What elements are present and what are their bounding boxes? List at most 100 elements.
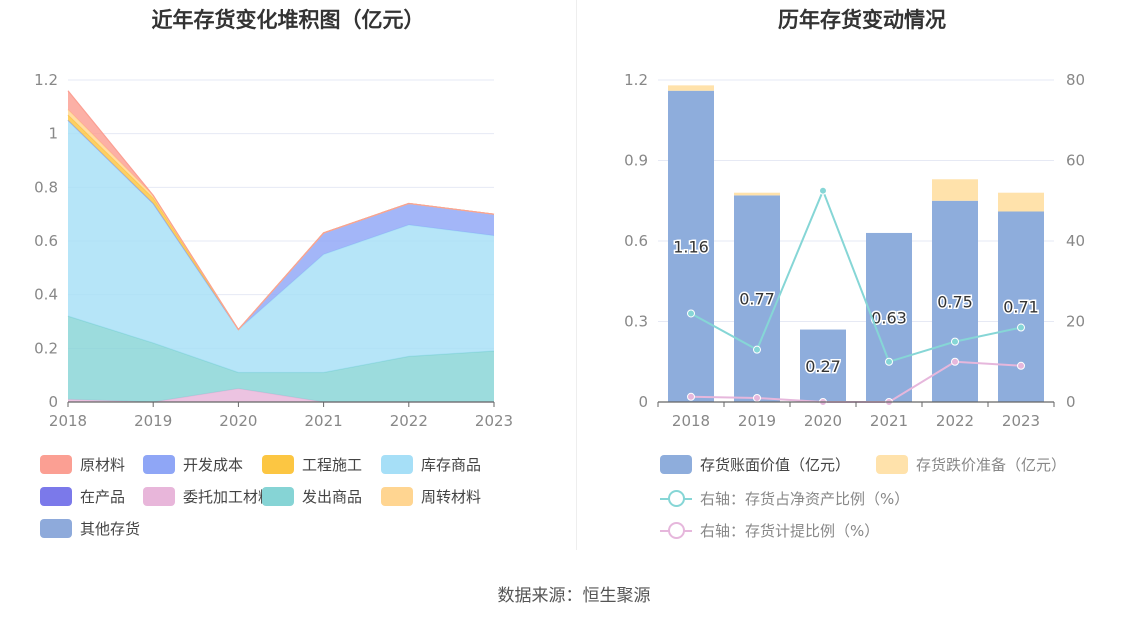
- y-tick-label: 0: [48, 393, 58, 411]
- bar-存货跌价准备（亿元）: [932, 179, 978, 201]
- stacked-area-chart: 0 0.2 0.4 0.6 0.8 1 1.2 2018 2019 2020 2021 2022 202…: [34, 71, 513, 430]
- legend-item[interactable]: 发出商品: [262, 486, 362, 507]
- line-point: [687, 392, 695, 401]
- legend-label: 周转材料: [421, 488, 482, 506]
- y2-tick-label: 20: [1066, 313, 1085, 331]
- y2-tick-label: 0: [1066, 393, 1076, 411]
- y2-tick-label: 80: [1066, 71, 1085, 89]
- bar-value-label: 0.71: [1003, 298, 1039, 317]
- line-point: [1017, 323, 1025, 332]
- legend-swatch: [143, 455, 175, 474]
- legend-item[interactable]: 原材料: [40, 454, 125, 475]
- legend-label: 原材料: [80, 456, 126, 474]
- line-point: [687, 309, 695, 318]
- legend-swatch: [876, 455, 908, 474]
- legend-swatch: [40, 519, 72, 538]
- bar-value-label: 0.75: [937, 292, 973, 311]
- y2-tick-label: 40: [1066, 232, 1085, 250]
- y-tick-label: 0.6: [624, 232, 648, 250]
- x-tick-label: 2018: [672, 412, 710, 430]
- legend-swatch: [40, 487, 72, 506]
- x-tick-label: 2022: [390, 412, 428, 430]
- legend-item[interactable]: 委托加工材料: [143, 486, 273, 507]
- legend-item[interactable]: 存货跌价准备（亿元）: [876, 454, 1066, 475]
- y-tick-label: 0.2: [34, 339, 58, 357]
- area-发出商品: [68, 316, 494, 402]
- y-tick-label: 0.8: [34, 178, 58, 196]
- x-tick-label: 2022: [936, 412, 974, 430]
- right-chart-title: 历年存货变动情况: [778, 8, 946, 32]
- legend-item[interactable]: 周转材料: [381, 486, 481, 507]
- y-tick-label: 1: [48, 125, 58, 143]
- legend-label: 工程施工: [302, 456, 363, 474]
- bar-value-label: 0.27: [805, 357, 841, 376]
- bar-存货账面价值（亿元）: [932, 200, 978, 402]
- x-tick-label: 2023: [1002, 412, 1040, 430]
- legend-label: 其他存货: [80, 520, 141, 538]
- x-tick-label: 2023: [475, 412, 513, 430]
- x-tick-label: 2021: [870, 412, 908, 430]
- bar-存货账面价值（亿元）: [998, 211, 1044, 402]
- data-source-label: 数据来源：恒生聚源: [497, 586, 651, 606]
- bar-存货跌价准备（亿元）: [998, 192, 1044, 212]
- line-右轴：存货占净资产比例（%）: [690, 187, 1022, 363]
- area-库存商品: [68, 120, 494, 373]
- bar-value-label: 0.63: [871, 308, 907, 327]
- legend-swatch: [381, 455, 413, 474]
- x-tick-label: 2018: [49, 412, 87, 430]
- legend-item[interactable]: 工程施工: [262, 454, 362, 475]
- line-point: [753, 345, 761, 354]
- legend-swatch: [660, 455, 692, 474]
- bar-line-chart: 0 0.3 0.6 0.9 1.2 0 20 40 60 80 1.16 0.77 0.27 0.63 0.…: [624, 71, 1085, 430]
- y2-tick-label: 60: [1066, 152, 1085, 170]
- legend-swatch: [262, 487, 294, 506]
- bar-存货账面价值（亿元）: [866, 232, 912, 402]
- y-tick-label: 0.6: [34, 232, 58, 250]
- line-point: [753, 393, 761, 402]
- x-tick-label: 2020: [804, 412, 842, 430]
- panel-divider: [576, 0, 577, 550]
- legend-label: 存货跌价准备（亿元）: [916, 456, 1067, 474]
- bar-存货账面价值（亿元）: [734, 195, 780, 402]
- left-chart-title: 近年存货变化堆积图（亿元）: [151, 8, 425, 32]
- legend-item[interactable]: 在产品: [40, 486, 125, 507]
- x-tick-label: 2019: [134, 412, 172, 430]
- line-point: [951, 337, 959, 346]
- legend-item[interactable]: 存货账面价值（亿元）: [660, 454, 850, 475]
- bar-value-label: 1.16: [673, 237, 709, 256]
- legend-item[interactable]: 库存商品: [381, 454, 481, 475]
- area-edge-原材料: [67, 90, 495, 331]
- y-tick-label: 1.2: [624, 71, 648, 89]
- bar-存货账面价值（亿元）: [800, 329, 846, 402]
- legend-item[interactable]: 其他存货: [40, 518, 140, 539]
- legend-label: 右轴：存货占净资产比例（%）: [700, 490, 910, 508]
- legend-swatch: [660, 521, 692, 540]
- y-tick-label: 1.2: [34, 71, 58, 89]
- legend-item[interactable]: 右轴：存货计提比例（%）: [660, 520, 879, 541]
- x-tick-label: 2020: [219, 412, 257, 430]
- x-tick-label: 2019: [738, 412, 776, 430]
- legend-label: 委托加工材料: [183, 488, 274, 506]
- legend-label: 开发成本: [183, 456, 244, 474]
- bar-value-label: 0.77: [739, 290, 775, 309]
- legend-marker: [668, 522, 685, 539]
- area-开发成本: [68, 120, 494, 330]
- line-point: [819, 186, 827, 195]
- y-tick-label: 0.9: [624, 152, 648, 170]
- legend-label: 库存商品: [421, 456, 482, 474]
- y-tick-label: 0: [638, 393, 648, 411]
- legend-label: 在产品: [80, 488, 126, 506]
- y-tick-label: 0.4: [34, 286, 58, 304]
- legend-swatch: [143, 487, 175, 506]
- legend-label: 存货账面价值（亿元）: [700, 456, 851, 474]
- y-tick-label: 0.3: [624, 313, 648, 331]
- legend-item[interactable]: 开发成本: [143, 454, 243, 475]
- legend-swatch: [381, 487, 413, 506]
- bar-存货账面价值（亿元）: [668, 90, 714, 402]
- line-point: [885, 357, 893, 366]
- legend-swatch: [262, 455, 294, 474]
- legend-marker: [668, 490, 685, 507]
- legend-swatch: [40, 455, 72, 474]
- legend-item[interactable]: 右轴：存货占净资产比例（%）: [660, 488, 909, 509]
